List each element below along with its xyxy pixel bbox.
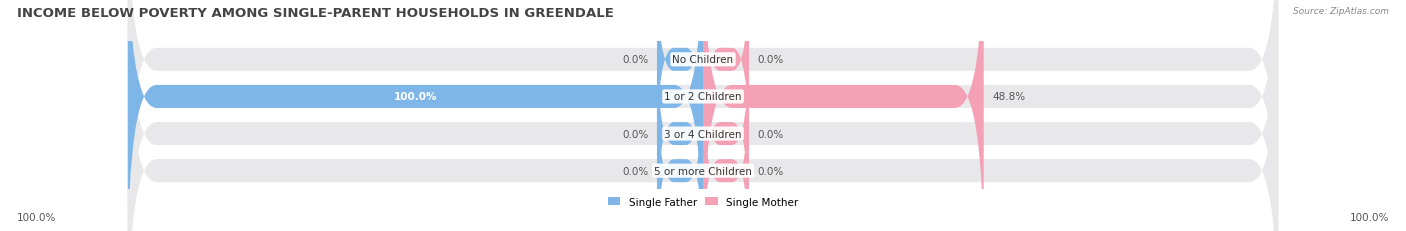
Text: 1 or 2 Children: 1 or 2 Children — [664, 92, 742, 102]
FancyBboxPatch shape — [703, 0, 984, 231]
Text: 0.0%: 0.0% — [621, 55, 648, 65]
FancyBboxPatch shape — [128, 0, 1278, 231]
Text: No Children: No Children — [672, 55, 734, 65]
FancyBboxPatch shape — [703, 35, 749, 231]
FancyBboxPatch shape — [657, 0, 703, 159]
FancyBboxPatch shape — [128, 0, 1278, 231]
FancyBboxPatch shape — [128, 0, 703, 231]
Text: 3 or 4 Children: 3 or 4 Children — [664, 129, 742, 139]
Legend: Single Father, Single Mother: Single Father, Single Mother — [603, 193, 803, 211]
Text: 0.0%: 0.0% — [758, 55, 785, 65]
FancyBboxPatch shape — [703, 0, 749, 159]
Text: 48.8%: 48.8% — [993, 92, 1025, 102]
FancyBboxPatch shape — [703, 72, 749, 231]
Text: Source: ZipAtlas.com: Source: ZipAtlas.com — [1294, 7, 1389, 16]
FancyBboxPatch shape — [128, 0, 1278, 231]
Text: 0.0%: 0.0% — [758, 129, 785, 139]
Text: 0.0%: 0.0% — [758, 166, 785, 176]
Text: 100.0%: 100.0% — [1350, 212, 1389, 222]
Text: 0.0%: 0.0% — [621, 166, 648, 176]
FancyBboxPatch shape — [657, 72, 703, 231]
FancyBboxPatch shape — [657, 35, 703, 231]
Text: 0.0%: 0.0% — [621, 129, 648, 139]
Text: INCOME BELOW POVERTY AMONG SINGLE-PARENT HOUSEHOLDS IN GREENDALE: INCOME BELOW POVERTY AMONG SINGLE-PARENT… — [17, 7, 614, 20]
Text: 100.0%: 100.0% — [394, 92, 437, 102]
FancyBboxPatch shape — [128, 0, 1278, 231]
Text: 5 or more Children: 5 or more Children — [654, 166, 752, 176]
Text: 100.0%: 100.0% — [17, 212, 56, 222]
